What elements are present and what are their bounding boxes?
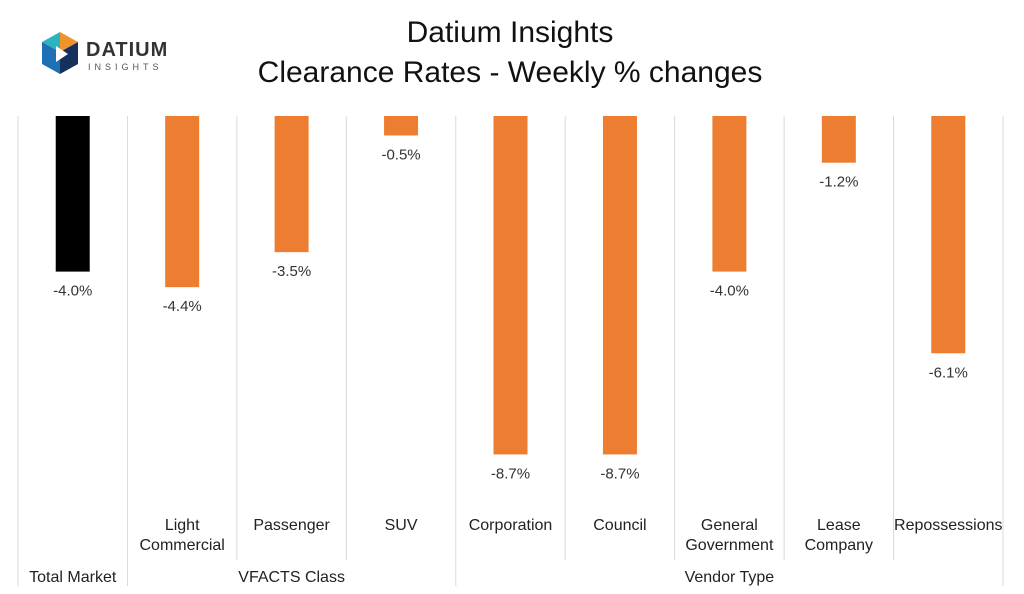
data-label: -8.7% — [491, 465, 530, 482]
chart-title-line1: Datium Insights — [406, 16, 614, 49]
category-label: SUV — [385, 517, 418, 534]
data-label: -4.4% — [163, 298, 202, 315]
category-label: Commercial — [139, 537, 224, 554]
category-label: Company — [805, 537, 873, 554]
category-label: Council — [593, 517, 646, 534]
chart-title-line2: Clearance Rates - Weekly % changes — [257, 56, 763, 89]
category-label: Repossessions — [894, 517, 1003, 534]
bar — [602, 116, 637, 455]
category-label: General — [701, 517, 758, 534]
data-label: -3.5% — [272, 263, 311, 280]
data-label: -1.2% — [819, 174, 858, 191]
category-label: Light — [165, 517, 200, 534]
bar — [274, 116, 309, 253]
category-label: Lease — [817, 517, 861, 534]
logo-word: DATIUM — [86, 39, 168, 61]
group-label: Vendor Type — [685, 569, 775, 586]
bar — [384, 116, 419, 136]
category-label: Corporation — [469, 517, 553, 534]
data-label: -8.7% — [600, 465, 639, 482]
data-label: -0.5% — [381, 146, 420, 163]
bar — [165, 116, 200, 288]
data-label: -4.0% — [710, 283, 749, 300]
category-label: Passenger — [253, 517, 330, 534]
group-label: Total Market — [29, 569, 117, 586]
group-label: VFACTS Class — [238, 569, 345, 586]
category-label: Government — [685, 537, 774, 554]
logo-mark-icon — [42, 32, 78, 74]
data-label: -4.0% — [53, 283, 92, 300]
bar — [55, 116, 90, 272]
data-label: -6.1% — [929, 364, 968, 381]
bar — [821, 116, 856, 163]
datium-logo: DATIUM INSIGHTS — [42, 32, 168, 74]
bar — [493, 116, 528, 455]
bar — [712, 116, 747, 272]
logo-subword: INSIGHTS — [88, 62, 163, 72]
bar — [931, 116, 966, 354]
